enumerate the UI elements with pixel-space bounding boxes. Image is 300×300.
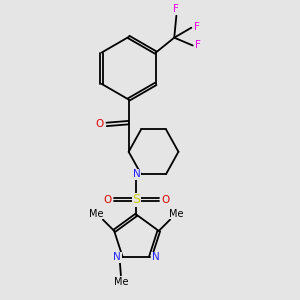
Text: Me: Me xyxy=(114,277,128,287)
Text: O: O xyxy=(103,195,112,205)
Text: N: N xyxy=(152,252,160,262)
Text: O: O xyxy=(95,119,104,129)
Text: F: F xyxy=(195,40,201,50)
Text: F: F xyxy=(173,4,178,14)
Text: N: N xyxy=(133,169,140,179)
Text: S: S xyxy=(133,193,140,206)
Text: F: F xyxy=(194,22,200,32)
Text: Me: Me xyxy=(89,209,104,219)
Text: N: N xyxy=(113,252,121,262)
Text: O: O xyxy=(161,195,170,205)
Text: Me: Me xyxy=(169,209,184,219)
